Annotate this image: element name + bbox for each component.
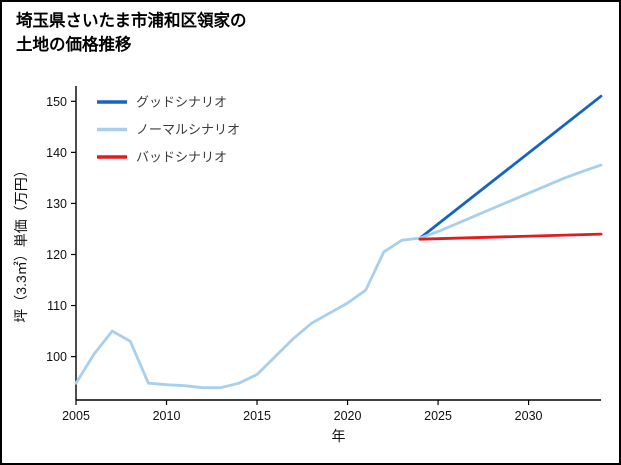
x-tick-label: 2030 xyxy=(515,409,543,423)
chart-title: 埼玉県さいたま市浦和区領家の 土地の価格推移 xyxy=(16,10,247,58)
chart-title-line2: 土地の価格推移 xyxy=(16,35,132,54)
legend-label-bad-scenario: バッドシナリオ xyxy=(136,150,227,165)
y-tick-label: 120 xyxy=(46,248,67,262)
x-tick-label: 2015 xyxy=(243,409,271,423)
x-tick-label: 2020 xyxy=(334,409,362,423)
y-tick-label: 150 xyxy=(46,95,67,109)
x-tick-label: 2025 xyxy=(424,409,452,423)
x-axis-label: 年 xyxy=(332,428,346,444)
y-axis-label: 坪（3.3㎡）単価（万円） xyxy=(13,163,29,322)
legend-label-good-scenario: グッドシナリオ xyxy=(136,95,227,110)
series-line-normal-scenario xyxy=(74,163,603,390)
series-line-bad-scenario xyxy=(418,232,603,241)
y-tick-label: 130 xyxy=(46,197,67,211)
y-tick-label: 110 xyxy=(47,299,67,313)
x-tick-label: 2010 xyxy=(153,409,181,423)
y-tick-label: 140 xyxy=(46,146,67,160)
chart-title-line1: 埼玉県さいたま市浦和区領家の xyxy=(16,12,247,30)
x-tick-label: 2005 xyxy=(62,409,90,423)
legend-label-normal-scenario: ノーマルシナリオ xyxy=(136,122,240,137)
y-tick-label: 100 xyxy=(46,350,67,364)
series-line-good-scenario xyxy=(418,94,603,240)
